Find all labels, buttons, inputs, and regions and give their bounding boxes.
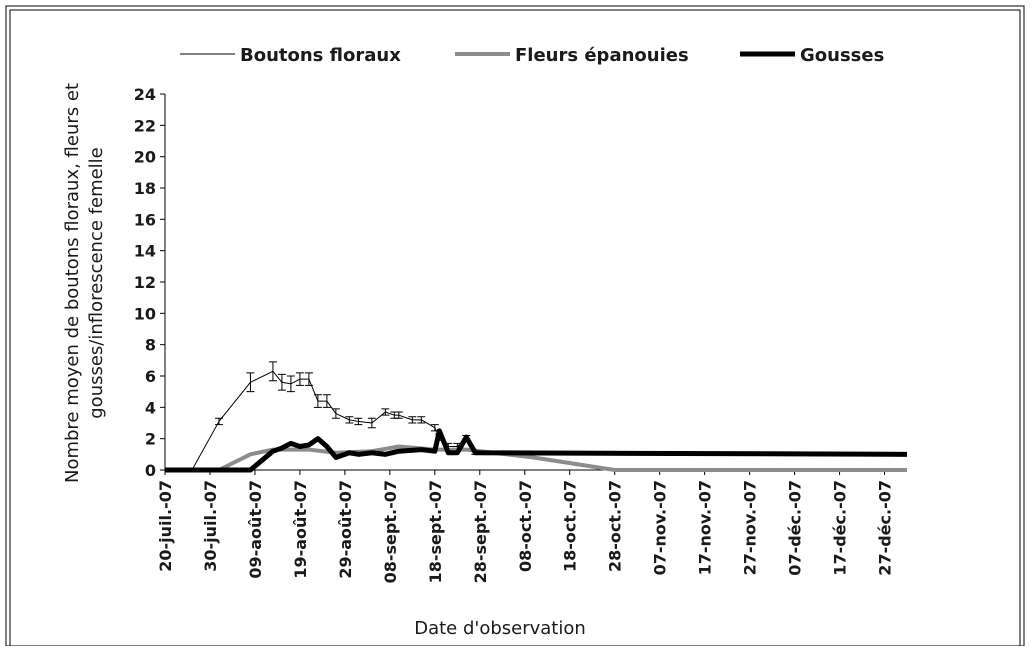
- error-bar: [246, 372, 255, 393]
- x-tick-label: 17-déc.-07: [831, 480, 850, 576]
- x-tick-label: 30-juil.-07: [201, 480, 220, 572]
- error-bar: [381, 408, 390, 416]
- y-tick-label: 16: [134, 210, 156, 229]
- x-tick-label: 20-juil.-07: [156, 480, 175, 572]
- x-tick-label: 29-août-07: [336, 480, 355, 579]
- error-bar: [286, 375, 295, 393]
- y-tick-label: 6: [145, 367, 156, 386]
- frame-inner: [9, 9, 1021, 650]
- legend-label: Fleurs épanouies: [515, 45, 689, 66]
- y-tick-label: 4: [145, 398, 156, 417]
- y-axis-label: Nombre moyen de boutons floraux, fleurs …: [62, 83, 107, 483]
- error-bar: [277, 373, 286, 391]
- x-axis-label: Date d'observation: [414, 618, 586, 639]
- error-bar: [345, 416, 354, 424]
- x-tick-label: 08-oct.-07: [516, 480, 535, 572]
- y-tick-label: 2: [145, 430, 156, 449]
- y-tick-label: 0: [145, 461, 156, 480]
- y-tick-label: 12: [134, 273, 156, 292]
- y-tick-label: 24: [134, 85, 156, 104]
- x-tick-label: 07-nov.-07: [651, 480, 670, 575]
- x-tick-label: 08-sept.-07: [381, 480, 400, 583]
- legend-label: Gousses: [800, 45, 884, 66]
- series-line: [165, 444, 907, 472]
- x-tick-label: 07-déc.-07: [786, 480, 805, 576]
- series-line: [165, 370, 476, 471]
- error-bar: [394, 411, 403, 419]
- error-bar: [214, 417, 223, 426]
- x-tick-label: 18-sept.-07: [426, 480, 445, 583]
- x-tick-label: 28-oct.-07: [606, 480, 625, 572]
- y-tick-label: 18: [134, 179, 156, 198]
- error-bar: [408, 416, 417, 424]
- y-tick-label: 8: [145, 336, 156, 355]
- y-tick-label: 10: [134, 304, 156, 323]
- error-bar: [331, 408, 340, 419]
- x-tick-label: 17-nov.-07: [696, 480, 715, 575]
- y-tick-label: 22: [134, 116, 156, 135]
- error-bar: [313, 394, 322, 408]
- error-bar: [295, 372, 304, 386]
- error-bar: [304, 372, 313, 386]
- legend-label: Boutons floraux: [240, 45, 401, 66]
- y-tick-label: 14: [134, 242, 156, 261]
- x-tick-label: 09-août-07: [246, 480, 265, 579]
- error-bar: [268, 361, 277, 382]
- error-bar: [322, 394, 331, 408]
- error-bar: [367, 417, 376, 429]
- error-bar: [354, 417, 363, 426]
- x-tick-label: 28-sept.-07: [471, 480, 490, 583]
- x-tick-label: 27-nov.-07: [741, 480, 760, 575]
- y-axis-label-line: gousses/inflorescence femelle: [86, 147, 107, 419]
- series-line: [165, 428, 908, 473]
- y-axis-label-line: Nombre moyen de boutons floraux, fleurs …: [62, 83, 83, 483]
- x-tick-label: 19-août-07: [291, 480, 310, 579]
- x-tick-label: 27-déc.-07: [876, 480, 895, 576]
- error-bar: [417, 416, 426, 424]
- y-tick-label: 20: [134, 148, 156, 167]
- x-tick-label: 18-oct.-07: [561, 480, 580, 572]
